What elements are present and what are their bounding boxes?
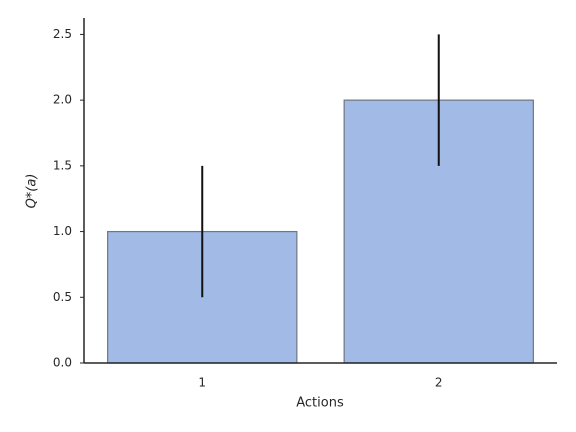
y-tick-label: 0.5: [53, 290, 72, 304]
y-tick-label: 0.0: [53, 356, 72, 370]
x-tick-label: 1: [198, 376, 206, 390]
y-tick-label: 1.5: [53, 158, 72, 172]
y-tick-label: 2.0: [53, 93, 72, 107]
y-axis-label: Q*(a): [25, 174, 40, 209]
x-axis-label: Actions: [296, 396, 344, 411]
x-tick-label: 2: [435, 376, 443, 390]
y-tick-label: 1.0: [53, 224, 72, 238]
y-tick-label: 2.5: [53, 27, 72, 41]
